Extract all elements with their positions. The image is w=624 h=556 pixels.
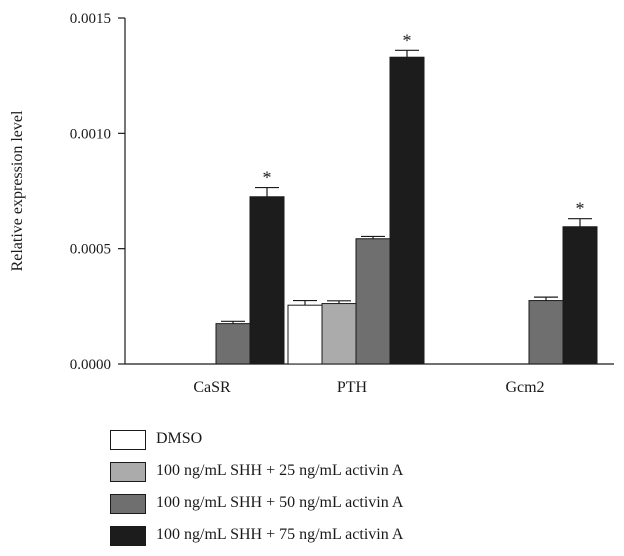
bar-chart: 0.0000 0.0005 0.0010 0.0015 Relative express… (9, 11, 614, 396)
significance-star: * (403, 30, 412, 50)
bar-pth-s2 (355, 238, 391, 365)
legend-swatch (110, 494, 146, 514)
legend-item-dmso: DMSO (110, 428, 610, 460)
significance-star: * (263, 168, 272, 188)
bar-gcm2-s2 (528, 300, 564, 365)
x-tick-label: Gcm2 (505, 379, 544, 396)
legend-label: 100 ng/mL SHH + 50 ng/mL activin A (156, 494, 404, 511)
bar-pth-s3 (389, 56, 425, 365)
bar-casr-s3 (249, 196, 285, 365)
legend-swatch (110, 462, 146, 482)
legend-swatch (110, 430, 146, 450)
significance-star: * (576, 199, 585, 219)
bars (215, 49, 598, 365)
legend: DMSO 100 ng/mL SHH + 25 ng/mL activin A … (110, 428, 610, 556)
y-tick-label: 0.0015 (70, 11, 111, 27)
legend-label: DMSO (156, 430, 203, 447)
x-tick-label: PTH (337, 379, 368, 396)
x-tick-label: CaSR (193, 379, 231, 396)
y-axis-label: Relative expression level (9, 110, 26, 271)
y-tick-label: 0.0000 (70, 357, 111, 373)
legend-item-25: 100 ng/mL SHH + 25 ng/mL activin A (110, 460, 610, 492)
y-tick-label: 0.0005 (70, 242, 111, 258)
legend-label: 100 ng/mL SHH + 75 ng/mL activin A (156, 526, 404, 543)
legend-item-75: 100 ng/mL SHH + 75 ng/mL activin A (110, 524, 610, 556)
bar-gcm2-s3 (562, 226, 598, 365)
bar-pth-s1 (321, 303, 357, 365)
legend-swatch (110, 526, 146, 546)
legend-label: 100 ng/mL SHH + 25 ng/mL activin A (156, 462, 404, 479)
bar-casr-s2 (215, 323, 251, 365)
labels: 0.0000 0.0005 0.0010 0.0015 Relative express… (9, 11, 585, 396)
legend-item-50: 100 ng/mL SHH + 50 ng/mL activin A (110, 492, 610, 524)
bar-pth-s0 (287, 304, 323, 365)
y-tick-label: 0.0010 (70, 126, 111, 142)
